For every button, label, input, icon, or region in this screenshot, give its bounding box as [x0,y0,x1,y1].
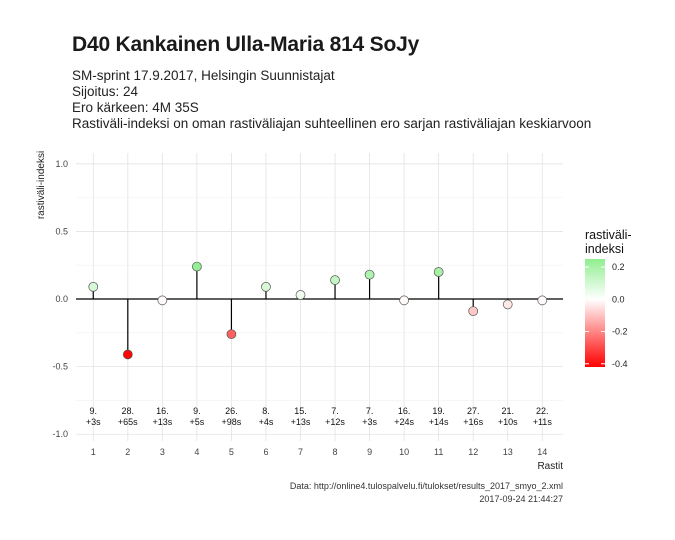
point-label-rank-5: 26. [225,406,238,416]
point-control-7 [295,290,306,300]
y-tick-label: 0.5 [55,226,68,236]
point-label-rank-14: 22. [536,406,549,416]
point-control-8 [330,275,340,285]
subtitle-gap-to-leader: Ero kärkeen: 4M 35S [72,100,199,115]
x-tick-label: 13 [503,447,513,457]
point-label-time-1: +3s [86,417,101,427]
point-control-5 [226,329,237,340]
x-tick-label: 6 [263,447,268,457]
point-label-time-5: +98s [222,417,242,427]
chart-title: D40 Kankainen Ulla-Maria 814 SoJy [72,33,420,56]
point-labels: 9.+3s28.+65s16.+13s9.+5s26.+98s8.+4s15.+… [86,406,552,427]
point-label-time-3: +13s [152,417,172,427]
x-axis-label: Rastit [537,461,563,472]
x-tick-label: 9 [367,447,372,457]
point-label-rank-3: 16. [156,406,169,416]
point-control-4 [192,261,202,272]
point-label-rank-1: 9. [90,406,98,416]
y-tick-label: 0.0 [55,294,68,304]
point-label-rank-12: 27. [467,406,480,416]
legend-tick-label: 0.0 [612,294,625,304]
point-control-11 [433,267,444,277]
y-axis-ticks: 1.0 0.5 0.0 -0.5 -1.0 [52,159,68,439]
point-label-time-10: +24s [394,417,414,427]
y-tick-label: 1.0 [55,159,68,169]
point-control-12 [468,306,479,317]
legend-tick-label: 0.2 [612,262,625,272]
point-control-14 [537,295,548,306]
y-tick-label: -1.0 [52,429,68,439]
point-label-time-13: +10s [498,417,518,427]
grid-lines [76,153,563,441]
legend-title-line-2: indeksi [585,242,624,256]
point-control-9 [364,269,375,280]
point-label-time-2: +65s [118,417,138,427]
point-label-time-9: +3s [362,417,377,427]
legend-title-line-1: rastiväli- [585,228,632,242]
color-legend: rastiväli- indeksi 0.2 0.0 -0.2 -0.4 [585,228,632,369]
x-tick-label: 4 [194,447,199,457]
x-tick-label: 14 [537,447,547,457]
point-label-time-6: +4s [259,417,274,427]
point-label-rank-9: 7. [366,406,374,416]
point-label-time-12: +16s [463,417,483,427]
data-points [88,261,548,360]
timestamp-caption: 2017-09-24 21:44:27 [479,494,563,504]
point-label-time-14: +11s [533,417,553,427]
point-label-time-4: +5s [190,417,205,427]
x-tick-label: 2 [125,447,130,457]
y-axis-label: rastiväli-indeksi [36,151,47,219]
data-source-caption: Data: http://online4.tulospalvelu.fi/tul… [289,481,563,491]
point-label-time-11: +14s [429,417,449,427]
point-control-10 [399,295,409,306]
legend-color-bar [585,259,605,367]
subtitle-index-description: Rastiväli-indeksi on oman rastiväliajan … [72,116,592,131]
point-label-rank-2: 28. [122,406,135,416]
point-label-rank-7: 15. [294,406,307,416]
point-label-rank-4: 9. [193,406,201,416]
subtitle-event: SM-sprint 17.9.2017, Helsingin Suunnista… [72,68,335,83]
point-control-1 [88,282,99,292]
point-control-13 [502,299,513,310]
point-control-2 [122,349,133,360]
point-label-rank-11: 19. [432,406,445,416]
legend-tick-label: -0.4 [612,359,628,369]
y-tick-label: -0.5 [52,362,68,372]
x-tick-label: 10 [399,447,409,457]
x-tick-label: 5 [229,447,234,457]
legend-tick-label: -0.2 [612,327,628,337]
point-label-rank-13: 21. [501,406,514,416]
x-tick-label: 12 [468,447,478,457]
point-label-rank-6: 8. [262,406,270,416]
point-label-time-8: +12s [325,417,345,427]
x-axis-ticks: 1 2 3 4 5 6 7 8 9 10 11 12 13 14 [91,447,548,457]
x-tick-label: 11 [434,447,443,457]
subtitle-placement: Sijoitus: 24 [72,84,139,99]
x-tick-label: 1 [91,447,96,457]
point-label-rank-10: 16. [398,406,411,416]
point-label-time-7: +13s [291,417,311,427]
x-tick-label: 8 [333,447,338,457]
point-control-3 [157,295,168,306]
x-tick-label: 3 [160,447,165,457]
point-control-6 [261,282,271,292]
x-tick-label: 7 [298,447,303,457]
legend-ticks: 0.2 0.0 -0.2 -0.4 [585,262,628,369]
point-label-rank-8: 7. [331,406,339,416]
